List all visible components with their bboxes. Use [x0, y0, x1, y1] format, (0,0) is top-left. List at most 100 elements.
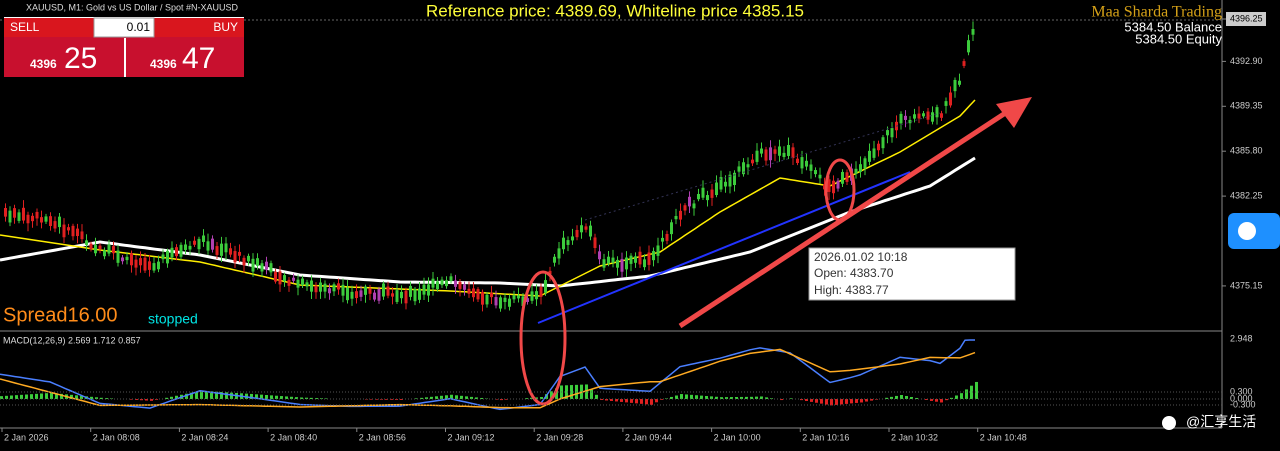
macd-histogram — [0, 396, 3, 399]
candle-body — [134, 259, 138, 268]
candle-body — [472, 288, 475, 298]
macd-histogram — [600, 399, 603, 401]
candle-body — [350, 291, 354, 299]
macd-histogram — [210, 391, 213, 399]
candle-body — [301, 278, 304, 286]
candle-body — [611, 257, 615, 263]
candle-body — [40, 217, 43, 223]
candle-body — [89, 243, 93, 249]
candle-body — [607, 256, 610, 264]
macd-histogram — [140, 399, 143, 401]
candle-body — [940, 113, 943, 118]
candle-body — [458, 281, 462, 289]
candle-body — [400, 291, 403, 299]
time-tick-label: 2 Jan 10:48 — [980, 432, 1027, 442]
macd-histogram — [215, 391, 218, 399]
candle-body — [247, 255, 250, 262]
candle-body — [265, 261, 268, 270]
macd-histogram — [475, 397, 478, 399]
macd-histogram — [715, 396, 718, 399]
candle-body — [107, 244, 111, 254]
candle-body — [98, 245, 102, 250]
candle-body — [436, 281, 439, 290]
sell-label: SELL — [10, 20, 40, 34]
macd-histogram — [370, 399, 373, 400]
candle-body — [908, 119, 912, 124]
candle-body — [319, 282, 322, 292]
macd-histogram — [935, 399, 938, 402]
candle-body — [674, 216, 678, 220]
candle-body — [688, 196, 691, 207]
candle-body — [67, 227, 70, 231]
macd-histogram — [390, 399, 393, 400]
candle-body — [85, 240, 88, 245]
macd-histogram — [310, 397, 313, 399]
candle-body — [890, 128, 894, 138]
candle-body — [701, 187, 705, 198]
macd-histogram — [440, 395, 443, 399]
macd-histogram — [975, 381, 978, 399]
candle-body — [31, 215, 34, 222]
buy-price: 47 — [182, 42, 215, 75]
candle-body — [791, 147, 795, 158]
candle-body — [116, 250, 120, 263]
candle-body — [737, 166, 741, 172]
macd-histogram — [40, 393, 43, 399]
candle-body — [548, 270, 552, 275]
reference-label: Reference price: 4389.69, Whiteline pric… — [426, 1, 804, 20]
macd-histogram — [5, 395, 8, 399]
macd-histogram — [900, 395, 903, 399]
candle-body — [148, 261, 151, 270]
sell-button[interactable] — [4, 18, 94, 37]
candle-body — [35, 211, 39, 219]
candle-body — [575, 229, 579, 238]
candle-body — [377, 289, 381, 301]
time-tick-label: 2 Jan 08:08 — [93, 432, 140, 442]
macd-histogram — [75, 395, 78, 399]
divider — [124, 38, 126, 77]
time-axis: 2 Jan 2026 2 Jan 08:08 2 Jan 08:24 2 Jan 08… — [1, 428, 1027, 442]
candle-body — [782, 152, 786, 157]
candle-body — [521, 296, 525, 307]
candle-body — [121, 257, 124, 262]
macd-histogram — [685, 394, 688, 399]
macd-histogram — [460, 395, 463, 399]
macd-histogram — [940, 399, 943, 403]
arrow-head — [996, 97, 1032, 128]
macd-histogram — [695, 395, 698, 399]
candle-body — [814, 170, 817, 175]
macd-histogram — [165, 397, 168, 399]
macd-histogram — [820, 399, 823, 404]
buy-button[interactable] — [154, 18, 244, 37]
candle-body — [710, 189, 714, 198]
macd-histogram — [660, 399, 663, 400]
candle-body — [440, 279, 444, 286]
candle-body — [580, 225, 583, 233]
macd-histogram — [50, 392, 53, 399]
candle-body — [877, 143, 880, 151]
candle-body — [823, 184, 826, 190]
candle-body — [431, 278, 435, 288]
time-tick-label: 2 Jan 08:56 — [359, 432, 406, 442]
macd-histogram — [865, 399, 868, 402]
candle-body — [143, 257, 147, 271]
macd-histogram — [505, 399, 508, 400]
candle-body — [544, 280, 547, 293]
macd-histogram — [195, 391, 198, 399]
macd-histogram — [700, 395, 703, 399]
candle-body — [593, 237, 597, 249]
candle-body — [355, 291, 358, 299]
macd-histogram — [170, 396, 173, 399]
watermark: @汇享生活 — [1186, 414, 1256, 430]
candle-body — [922, 113, 925, 117]
macd-histogram — [790, 398, 793, 399]
brand: Maa Sharda Trading — [1091, 4, 1222, 21]
candle-body — [485, 294, 489, 305]
candle-body — [13, 208, 16, 218]
candle-body — [818, 174, 822, 179]
candle-body — [751, 159, 754, 164]
candle-body — [670, 222, 673, 235]
dotted-line — [584, 112, 941, 221]
lot-input[interactable] — [93, 17, 155, 38]
